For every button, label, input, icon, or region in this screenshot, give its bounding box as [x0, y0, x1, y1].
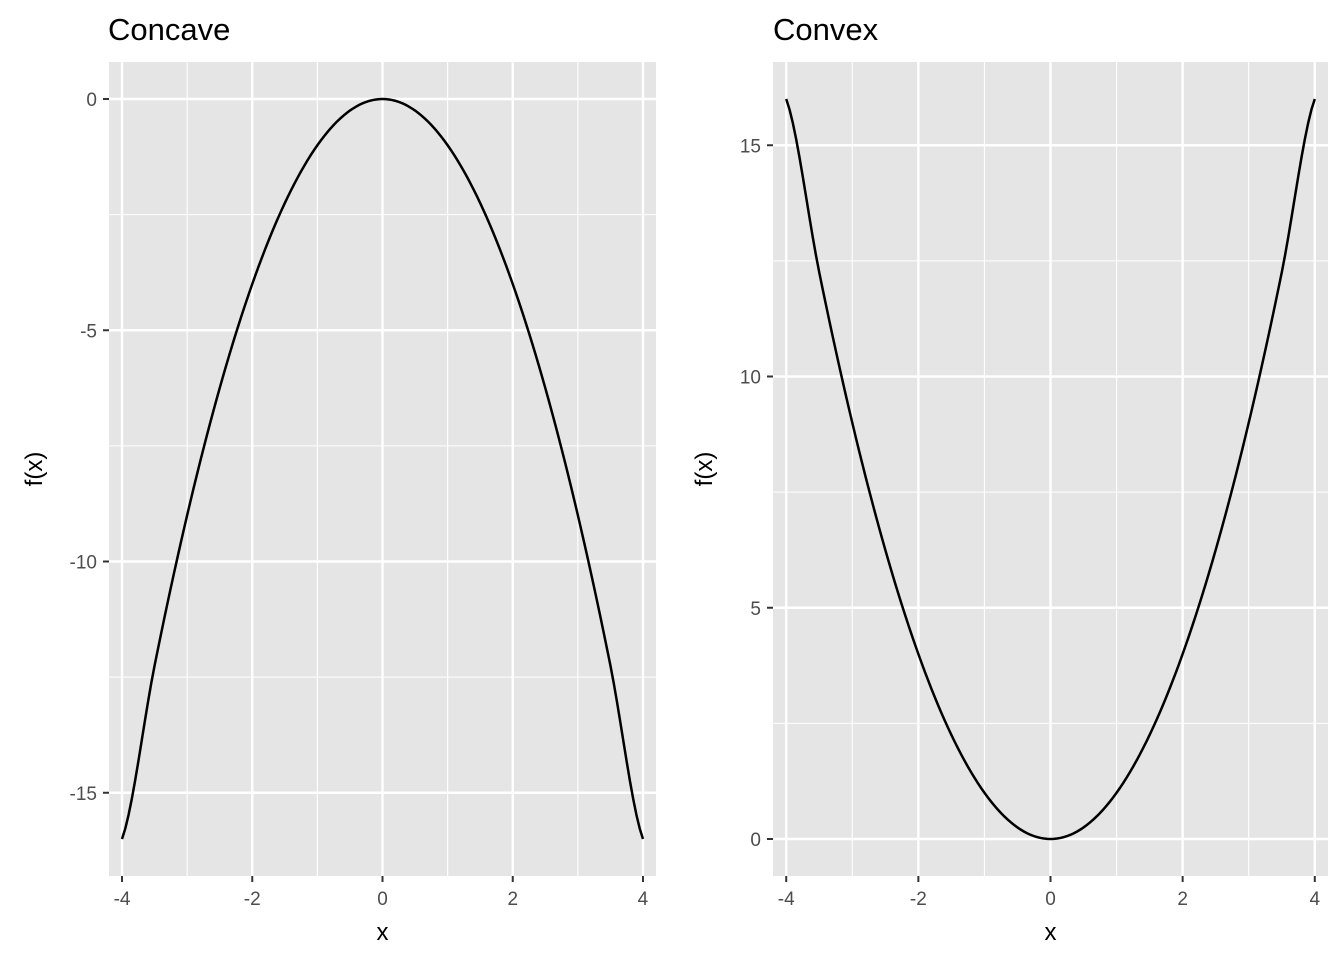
x-axis-title: x [1045, 919, 1057, 946]
x-tick-label: 0 [377, 889, 388, 910]
y-axis-title: f(x) [691, 452, 718, 487]
x-tick-label: 4 [1309, 889, 1320, 910]
plot-area: -4 -2 0 2 4 -15 -10 -5 0 [70, 62, 656, 910]
y-axis-title: f(x) [21, 452, 48, 487]
x-tick-label: 0 [1045, 889, 1056, 910]
series-line [785, 98, 1316, 841]
x-tick-label: 4 [638, 889, 649, 910]
y-tick-label: 15 [740, 136, 761, 157]
plot-area: -4 -2 0 2 4 0 5 10 15 [740, 62, 1328, 910]
x-tick-label: -2 [910, 889, 927, 910]
panel-concave: Concave x f(x) -4 -2 0 2 4 -15 -10 -5 0 [21, 12, 656, 946]
x-tick-label: -4 [114, 889, 131, 910]
y-tick-label: -5 [80, 321, 97, 342]
y-tick-label: -15 [70, 784, 97, 805]
x-tick-label: 2 [1177, 889, 1188, 910]
panel-convex: Convex x f(x) -4 -2 0 2 4 0 5 10 15 [691, 12, 1328, 946]
y-tick-label: 10 [740, 368, 761, 389]
x-tick-label: 2 [507, 889, 518, 910]
x-tick-label: -2 [244, 889, 261, 910]
y-tick-label: 0 [750, 830, 761, 851]
chart-title: Convex [773, 12, 879, 47]
y-tick-label: 0 [86, 90, 97, 111]
x-tick-label: -4 [778, 889, 795, 910]
series-line [120, 97, 645, 840]
x-axis-title: x [377, 919, 389, 946]
chart-title: Concave [108, 12, 230, 47]
y-tick-label: 5 [750, 599, 761, 620]
y-tick-label: -10 [70, 553, 97, 574]
